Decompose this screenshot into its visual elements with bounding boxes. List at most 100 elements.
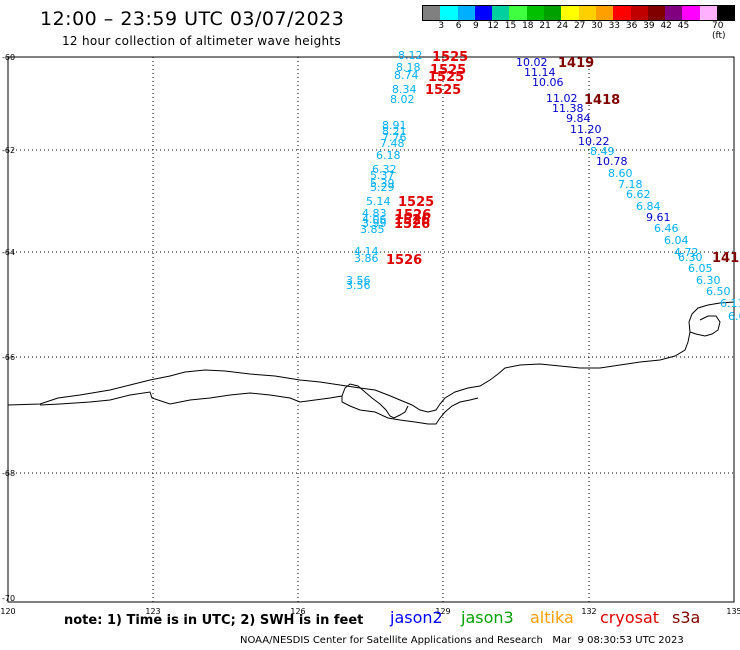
longitude-tick-label: 123 — [145, 607, 160, 616]
legend-label: 3 — [438, 21, 445, 31]
legend-swatch — [699, 6, 718, 20]
wave-height-value: 8.49 — [590, 145, 615, 158]
legend-label: 70 (ft) — [712, 21, 726, 41]
legend-label: 6 — [455, 21, 462, 31]
pass-time-label: 1525 — [428, 70, 464, 85]
longitude-tick-label: 126 — [290, 607, 305, 616]
legend-swatch — [457, 6, 475, 20]
pass-time-label: 1417 — [712, 251, 740, 266]
wave-height-value: 6.32 — [372, 163, 397, 176]
wave-height-value: 8.60 — [608, 167, 633, 180]
legend-label: 45 — [677, 21, 690, 31]
wave-height-value: 4.14 — [354, 245, 379, 258]
wave-height-points: 8.128.188.748.348.02 8.918.217.767.486.18… — [346, 49, 740, 323]
legend-swatch — [440, 6, 458, 20]
wave-height-value: 6.0 — [728, 310, 740, 323]
longitude-tick-label: 132 — [581, 607, 596, 616]
wave-height-value: 8.21 — [382, 125, 407, 138]
chart-title: 12:00 – 23:59 UTC 03/07/2023 — [40, 8, 345, 30]
wave-height-value: 7.48 — [380, 137, 405, 150]
latitude-tick-label: -68 — [2, 469, 15, 478]
legend-swatch — [509, 6, 527, 20]
wave-height-value: 10.02 — [516, 56, 548, 69]
wave-height-value: 11.20 — [570, 123, 602, 136]
legend-label: 36 — [625, 21, 638, 31]
wave-height-value: 6.05 — [688, 262, 713, 275]
pass-time-label: 1526 — [394, 217, 430, 232]
legend-swatch — [474, 6, 493, 20]
chart-subtitle: 12 hour collection of altimeter wave hei… — [62, 34, 341, 48]
wave-height-value: 8.74 — [394, 69, 419, 82]
latitude-tick-label: -60 — [2, 53, 15, 62]
legend-swatch — [647, 6, 666, 20]
wave-height-value: 6.62 — [626, 188, 651, 201]
wave-height-value: 7.18 — [618, 178, 643, 191]
pass-time-label: 1525 — [430, 63, 466, 78]
pass-time-label: 1526 — [386, 253, 422, 268]
wave-height-value: 5.39 — [370, 177, 395, 190]
map-frame — [7, 56, 735, 603]
wave-height-value: 9.84 — [566, 112, 591, 125]
wave-height-value: 4.06 — [362, 213, 387, 226]
legend-label: 39 — [643, 21, 655, 31]
wave-height-value: 8.18 — [396, 61, 421, 74]
longitude-tick-label: 129 — [435, 607, 450, 616]
legend-swatch — [578, 6, 596, 20]
wave-height-value: 11.02 — [546, 92, 578, 105]
legend-swatch — [665, 6, 683, 20]
color-legend-bar — [422, 5, 736, 21]
legend-label: 12 — [487, 21, 499, 31]
legend-label: 27 — [573, 21, 586, 31]
wave-height-value: 11.38 — [552, 102, 584, 115]
mission-name-altika: altika — [530, 608, 574, 627]
legend-label: 9 — [473, 21, 479, 31]
wave-height-value: 10.78 — [596, 155, 628, 168]
wave-height-value: 5.14 — [366, 195, 391, 208]
grid-lines — [8, 57, 734, 602]
wave-height-value: 8.91 — [382, 119, 407, 132]
footer-note: note: 1) Time is in UTC; 2) SWH is in fe… — [64, 613, 364, 628]
legend-swatch — [423, 6, 441, 20]
legend-swatch — [526, 6, 545, 20]
wave-height-value: 10.22 — [578, 135, 610, 148]
wave-height-value: 5.37 — [370, 169, 395, 182]
pass-time-label: 1526 — [394, 213, 430, 228]
mission-name-jason3: jason3 — [461, 608, 514, 627]
latitude-tick-label: -66 — [2, 353, 15, 362]
latitude-tick-label: -62 — [2, 146, 15, 155]
pass-time-label: 1418 — [584, 93, 620, 108]
wave-height-value: 9.61 — [646, 211, 671, 224]
legend-swatch — [544, 6, 562, 20]
wave-height-value: 4.72 — [674, 246, 699, 259]
legend-label: 24 — [556, 21, 569, 31]
legend-label: 21 — [539, 21, 551, 31]
mission-name-s3a: s3a — [672, 608, 701, 627]
legend-label: 30 — [591, 21, 603, 31]
legend-label: 15 — [504, 21, 517, 31]
wave-height-value: 8.12 — [398, 49, 423, 62]
wave-height-value: 3.86 — [354, 252, 379, 265]
wave-height-value: 6.04 — [664, 234, 689, 247]
longitude-tick-label: 135 — [726, 607, 740, 616]
latitude-tick-label: -64 — [2, 248, 15, 257]
wave-height-value: 6.30 — [696, 274, 721, 287]
wave-height-value: 3.56 — [346, 274, 371, 287]
wave-height-value: 10.06 — [532, 76, 564, 89]
wave-height-value: 6.84 — [636, 200, 661, 213]
wave-height-value: 8.34 — [392, 83, 417, 96]
latitude-tick-label: -70 — [2, 594, 15, 603]
wave-height-value: 6.46 — [654, 222, 679, 235]
wave-height-value: 11.14 — [524, 66, 556, 79]
wave-height-value: 3.99 — [362, 217, 387, 230]
credit-line: NOAA/NESDIS Center for Satellite Applica… — [240, 635, 684, 646]
pass-time-label: 1526 — [395, 208, 431, 223]
legend-label: 42 — [660, 21, 672, 31]
pass-time-label: 1525 — [398, 195, 434, 210]
wave-height-value: 5.29 — [370, 181, 395, 194]
pass-time-label: 1525 — [432, 50, 468, 65]
legend-swatch — [613, 6, 631, 20]
wave-height-value: 8.02 — [390, 93, 415, 106]
coastline — [7, 301, 735, 425]
legend-swatch — [717, 6, 735, 20]
